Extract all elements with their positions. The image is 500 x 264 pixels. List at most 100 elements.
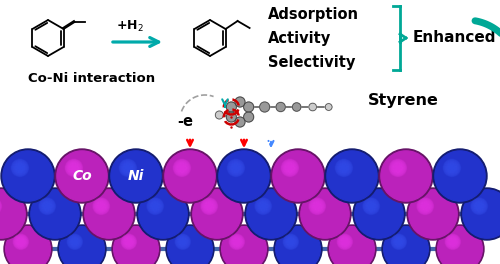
Circle shape	[282, 159, 298, 177]
Circle shape	[392, 162, 404, 174]
Circle shape	[330, 227, 374, 264]
Circle shape	[229, 161, 243, 175]
Circle shape	[178, 164, 186, 172]
Circle shape	[174, 160, 190, 176]
Circle shape	[247, 190, 295, 238]
Text: Activity: Activity	[268, 31, 331, 45]
Circle shape	[448, 164, 456, 171]
Circle shape	[355, 190, 403, 238]
Circle shape	[201, 198, 218, 215]
Circle shape	[55, 149, 109, 203]
Circle shape	[283, 234, 298, 249]
Circle shape	[39, 198, 56, 215]
Circle shape	[282, 160, 298, 176]
Circle shape	[392, 235, 406, 249]
Circle shape	[14, 162, 26, 174]
Circle shape	[314, 203, 320, 210]
Circle shape	[325, 149, 379, 203]
Circle shape	[16, 164, 24, 172]
Circle shape	[284, 236, 297, 248]
Circle shape	[394, 164, 402, 171]
Circle shape	[121, 161, 135, 175]
Circle shape	[244, 112, 254, 122]
Circle shape	[44, 203, 51, 210]
Circle shape	[14, 236, 27, 248]
Circle shape	[12, 160, 28, 176]
Circle shape	[340, 237, 349, 246]
Circle shape	[58, 225, 106, 264]
Circle shape	[286, 164, 294, 171]
Circle shape	[85, 190, 133, 238]
Circle shape	[444, 160, 460, 176]
Circle shape	[256, 200, 270, 213]
Circle shape	[166, 225, 214, 264]
Text: Selectivity: Selectivity	[268, 54, 356, 69]
Circle shape	[245, 188, 297, 240]
Circle shape	[176, 235, 190, 249]
Circle shape	[235, 97, 245, 107]
Circle shape	[284, 162, 296, 174]
Circle shape	[122, 162, 134, 174]
Circle shape	[340, 164, 347, 171]
Circle shape	[202, 199, 216, 214]
Circle shape	[474, 201, 484, 211]
Circle shape	[276, 227, 320, 264]
Circle shape	[448, 164, 456, 172]
Circle shape	[193, 190, 241, 238]
Circle shape	[14, 163, 25, 173]
Circle shape	[176, 163, 187, 173]
Text: -e: -e	[177, 115, 193, 130]
Circle shape	[313, 202, 322, 210]
Circle shape	[178, 237, 188, 246]
Circle shape	[66, 160, 82, 176]
Circle shape	[310, 199, 324, 214]
Circle shape	[29, 188, 81, 240]
Circle shape	[444, 159, 460, 177]
Circle shape	[446, 235, 460, 249]
Circle shape	[176, 162, 188, 174]
Circle shape	[244, 102, 254, 112]
Circle shape	[68, 236, 81, 248]
Text: Co-Ni interaction: Co-Ni interaction	[28, 72, 156, 84]
Circle shape	[258, 200, 269, 212]
Circle shape	[40, 200, 54, 213]
Circle shape	[232, 237, 242, 247]
Circle shape	[391, 234, 406, 249]
Circle shape	[394, 237, 404, 246]
Circle shape	[230, 163, 241, 173]
Circle shape	[0, 190, 25, 238]
Circle shape	[0, 188, 27, 240]
Circle shape	[98, 203, 104, 210]
Circle shape	[125, 238, 132, 246]
Circle shape	[382, 225, 430, 264]
Circle shape	[150, 200, 161, 212]
Circle shape	[368, 203, 374, 210]
Circle shape	[326, 103, 332, 110]
Circle shape	[288, 239, 294, 245]
Circle shape	[364, 200, 378, 213]
Circle shape	[396, 239, 402, 245]
Circle shape	[363, 198, 380, 215]
Circle shape	[286, 237, 296, 247]
Circle shape	[232, 164, 240, 172]
Circle shape	[124, 164, 132, 171]
Circle shape	[94, 199, 108, 214]
Circle shape	[165, 151, 215, 201]
Circle shape	[83, 188, 135, 240]
Circle shape	[286, 164, 294, 172]
Circle shape	[205, 202, 214, 210]
Circle shape	[448, 237, 458, 247]
Circle shape	[43, 202, 52, 210]
Circle shape	[390, 159, 406, 177]
Circle shape	[450, 239, 456, 245]
Circle shape	[312, 200, 323, 212]
Circle shape	[338, 163, 349, 173]
Circle shape	[31, 190, 79, 238]
Circle shape	[57, 151, 107, 201]
Circle shape	[418, 200, 432, 213]
Circle shape	[337, 161, 351, 175]
Circle shape	[341, 238, 348, 246]
Circle shape	[260, 203, 266, 210]
Circle shape	[42, 200, 53, 212]
Text: Enhanced: Enhanced	[413, 31, 496, 45]
